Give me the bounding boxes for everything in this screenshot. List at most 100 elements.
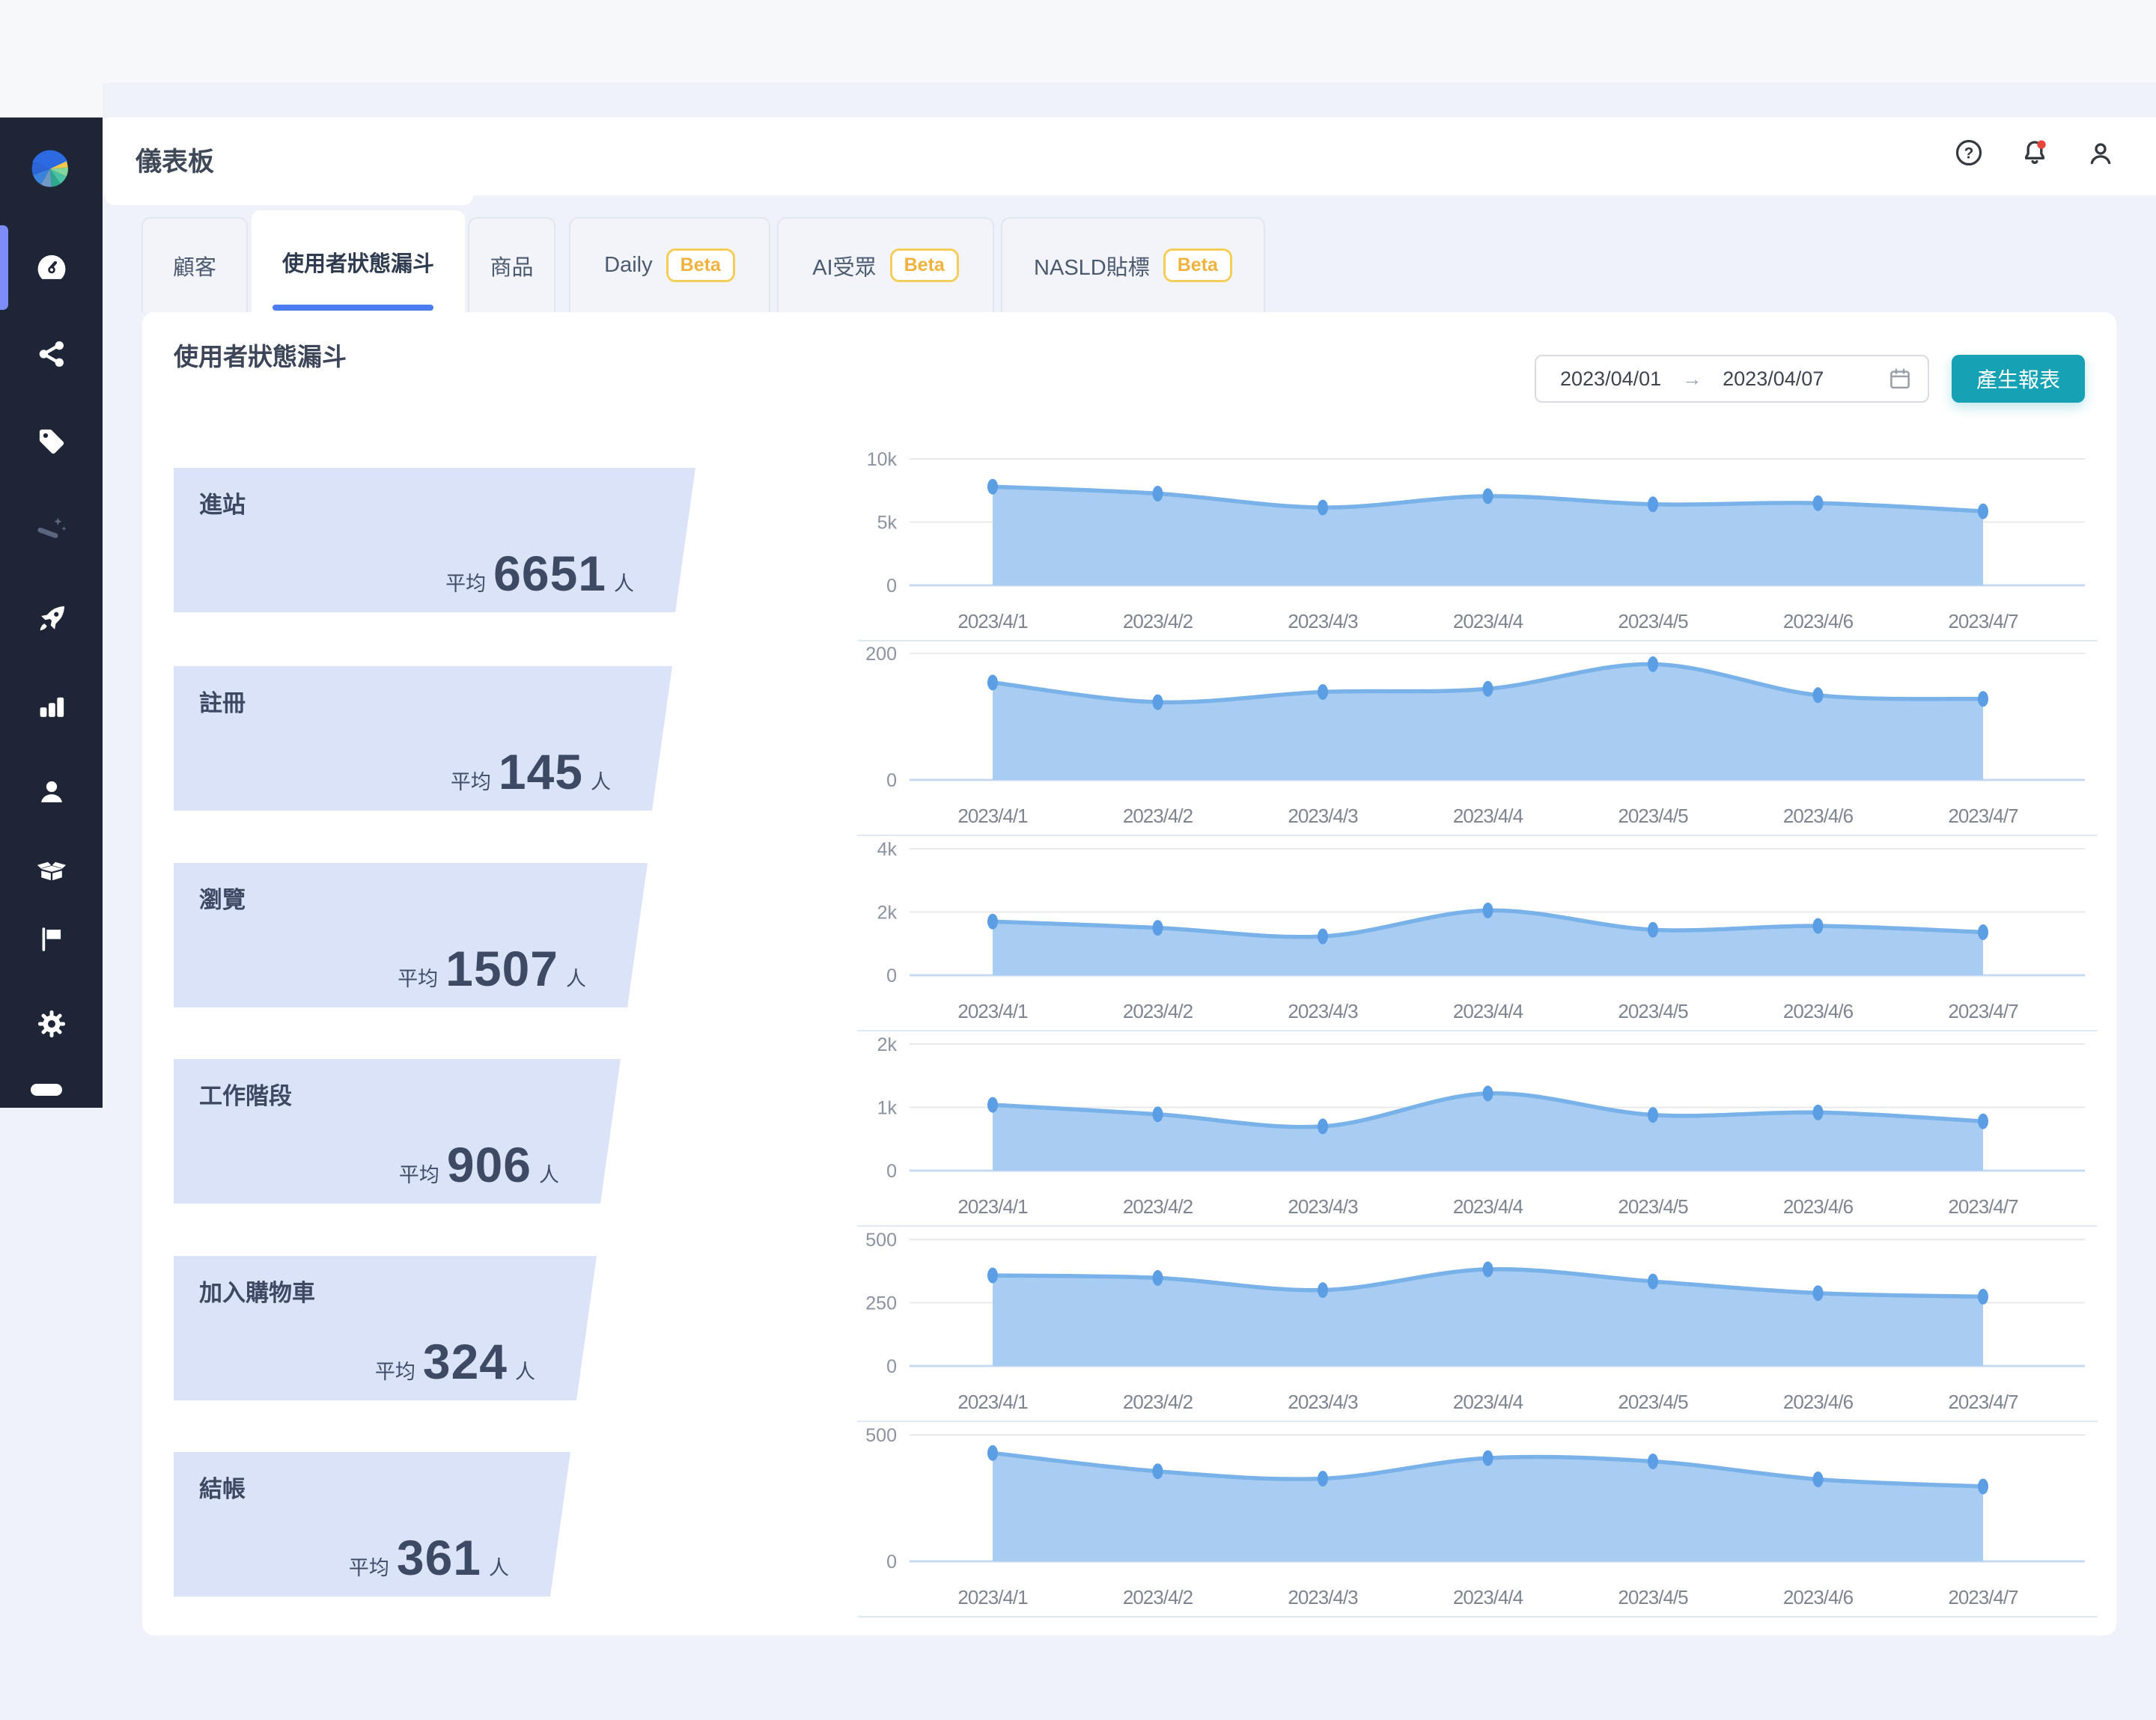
data-point[interactable] — [1482, 680, 1493, 697]
date-start[interactable]: 2023/04/01 — [1560, 367, 1662, 390]
tab-NASLD貼標[interactable]: NASLD貼標 Beta — [1001, 217, 1265, 312]
data-point[interactable] — [1152, 1463, 1163, 1480]
active-tab-underline — [272, 305, 433, 311]
data-point[interactable] — [1812, 1104, 1824, 1120]
data-point[interactable] — [1152, 1269, 1163, 1286]
help-button[interactable]: ? — [1954, 138, 1984, 168]
x-axis-label: 2023/4/2 — [1123, 805, 1193, 827]
data-point[interactable] — [1318, 499, 1328, 516]
beta-badge: Beta — [889, 248, 959, 282]
sidebar-item-flag[interactable] — [0, 918, 103, 961]
data-point[interactable] — [1978, 691, 1988, 707]
data-point[interactable] — [1648, 1273, 1658, 1290]
date-end[interactable]: 2023/04/07 — [1723, 367, 1824, 390]
x-axis-label: 2023/4/6 — [1783, 1391, 1854, 1413]
data-point[interactable] — [1812, 1472, 1824, 1487]
sidebar-item-magic-wand[interactable] — [0, 507, 103, 551]
data-point[interactable] — [1648, 1107, 1658, 1123]
funnel-stage-value: 平均 361 人 — [349, 1529, 509, 1586]
data-point[interactable] — [1978, 1113, 1988, 1129]
sidebar-item-bar-chart[interactable] — [0, 685, 103, 728]
avg-number: 324 — [422, 1334, 508, 1389]
sidebar-item-rocket[interactable] — [0, 597, 103, 641]
y-axis-tick: 0 — [886, 1552, 897, 1573]
data-point[interactable] — [1482, 1450, 1493, 1466]
data-point[interactable] — [987, 1267, 998, 1284]
data-point[interactable] — [1318, 1118, 1328, 1135]
unit-suffix: 人 — [539, 1164, 559, 1186]
tab-顧客[interactable]: 顧客 — [141, 217, 248, 312]
sidebar-item-tag[interactable] — [0, 420, 103, 463]
x-axis-label: 2023/4/3 — [1288, 805, 1358, 827]
data-point[interactable] — [1978, 503, 1988, 519]
sidebar-item-share[interactable] — [0, 332, 103, 376]
data-point[interactable] — [1482, 1085, 1493, 1102]
data-point[interactable] — [1318, 928, 1328, 945]
x-axis-label: 2023/4/3 — [1288, 1391, 1358, 1413]
data-point[interactable] — [1812, 687, 1824, 704]
avg-prefix: 平均 — [398, 968, 439, 990]
funnel-stage-card: 瀏覽 平均 1507 人 — [174, 863, 648, 1007]
data-point[interactable] — [1152, 920, 1163, 936]
tab-label: 使用者狀態漏斗 — [281, 252, 434, 276]
data-point[interactable] — [987, 913, 998, 930]
sidebar-item-package[interactable] — [0, 850, 103, 893]
tab-label: 顧客 — [172, 255, 216, 280]
tab-AI受眾[interactable]: AI受眾 Beta — [777, 217, 994, 312]
brand-pie-logo[interactable] — [29, 144, 73, 192]
data-point[interactable] — [1482, 488, 1493, 504]
data-point[interactable] — [1812, 918, 1824, 934]
sidebar-item-dashboard-gauge[interactable] — [0, 246, 103, 289]
data-point[interactable] — [1152, 694, 1163, 710]
sidebar-item-members[interactable] — [0, 770, 103, 814]
tab-Daily[interactable]: Daily Beta — [569, 217, 770, 312]
funnel-stage-label: 加入購物車 — [199, 1280, 315, 1306]
account-button[interactable] — [2086, 138, 2116, 168]
sidebar-collapse-handle[interactable] — [31, 1084, 62, 1096]
data-point[interactable] — [987, 1097, 998, 1113]
funnel-stage-value: 平均 1507 人 — [398, 940, 586, 997]
notification-bell-icon — [2025, 140, 2046, 165]
x-axis-label: 2023/4/5 — [1618, 805, 1688, 827]
notification-badge — [2037, 140, 2046, 149]
data-point[interactable] — [987, 674, 998, 691]
data-point[interactable] — [1318, 1282, 1328, 1299]
data-point[interactable] — [1812, 1285, 1824, 1302]
data-point[interactable] — [1978, 924, 1988, 940]
x-axis-label: 2023/4/3 — [1288, 1195, 1358, 1218]
calendar-icon[interactable] — [1887, 366, 1913, 391]
x-axis-label: 2023/4/2 — [1123, 1586, 1193, 1608]
data-point[interactable] — [1152, 1106, 1163, 1123]
data-point[interactable] — [1482, 902, 1493, 918]
x-axis-label: 2023/4/1 — [957, 1391, 1028, 1413]
y-axis-tick: 0 — [886, 770, 897, 791]
tab-使用者狀態漏斗[interactable]: 使用者狀態漏斗 — [252, 210, 465, 312]
data-point[interactable] — [1648, 921, 1658, 938]
data-point[interactable] — [1978, 1288, 1988, 1305]
data-point[interactable] — [1812, 495, 1824, 511]
x-axis-label: 2023/4/3 — [1288, 1000, 1358, 1022]
data-point[interactable] — [1978, 1478, 1988, 1495]
data-point[interactable] — [1318, 1471, 1328, 1486]
avg-number: 906 — [446, 1137, 532, 1192]
x-axis-label: 2023/4/5 — [1618, 1391, 1688, 1413]
data-point[interactable] — [1648, 656, 1658, 672]
date-range-picker[interactable]: 2023/04/01 → 2023/04/07 — [1535, 355, 1929, 403]
data-point[interactable] — [987, 478, 998, 495]
data-point[interactable] — [1152, 486, 1163, 501]
notifications-button[interactable] — [2020, 137, 2050, 167]
avg-number: 145 — [498, 744, 583, 799]
generate-report-button[interactable]: 產生報表 — [1952, 355, 2085, 403]
data-point[interactable] — [1648, 1454, 1658, 1469]
data-point[interactable] — [1648, 496, 1658, 513]
data-point[interactable] — [1318, 684, 1328, 700]
data-point[interactable] — [1482, 1261, 1493, 1278]
tab-商品[interactable]: 商品 — [468, 217, 555, 312]
sidebar-item-settings-gear[interactable] — [0, 1002, 103, 1046]
funnel-stage-value: 平均 906 人 — [399, 1136, 559, 1193]
data-point[interactable] — [987, 1445, 998, 1461]
x-axis-label: 2023/4/4 — [1453, 1586, 1523, 1608]
area-fill — [993, 1269, 1983, 1366]
x-axis-label: 2023/4/6 — [1783, 805, 1854, 827]
x-axis-label: 2023/4/7 — [1948, 1586, 2018, 1608]
